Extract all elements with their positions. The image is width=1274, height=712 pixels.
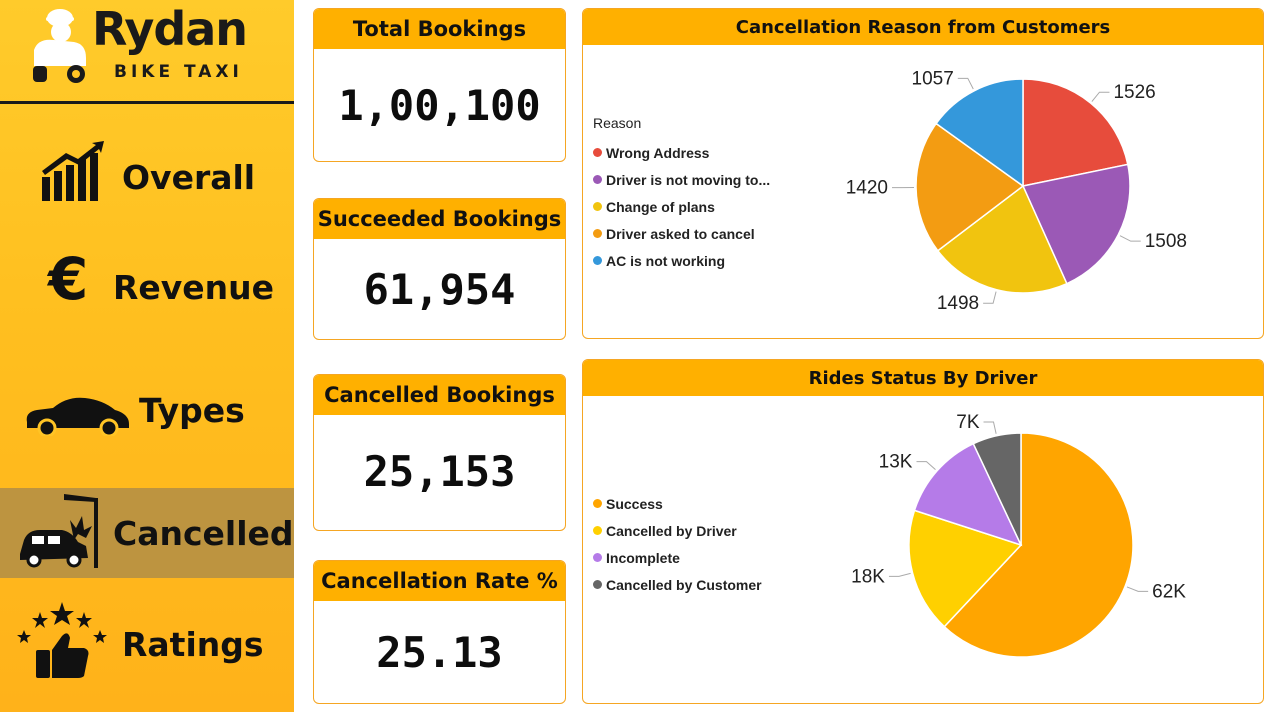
growth-chart-icon: [42, 141, 104, 201]
legend-label: Driver is not moving to...: [606, 171, 771, 188]
legend-item[interactable]: Driver asked to cancel: [593, 220, 770, 247]
chart-legend: Reason Wrong Address Driver is not moving…: [593, 115, 770, 274]
nav-label-cancelled: Cancelled: [113, 514, 294, 553]
legend-label: AC is not working: [606, 252, 725, 269]
pie-slice[interactable]: [1021, 163, 1131, 285]
leader-line: [957, 77, 974, 90]
legend-swatch: [593, 148, 602, 157]
brand-tagline: BIKE TAXI: [114, 62, 243, 82]
nav-item-types[interactable]: Types: [0, 366, 294, 456]
car-crash-icon: [20, 494, 98, 568]
legend-label: Cancelled by Customer: [606, 576, 762, 593]
legend-title: Reason: [593, 115, 642, 131]
kpi-value: 61,954: [363, 264, 516, 314]
data-label: 62K: [1152, 581, 1186, 602]
leader-line: [1119, 235, 1141, 242]
euro-icon: €: [48, 245, 89, 313]
pie-slice[interactable]: [936, 184, 1068, 294]
legend-items: Wrong Address Driver is not moving to... C…: [593, 139, 770, 274]
kpi-title: Cancelled Bookings: [314, 375, 565, 415]
data-label: 1508: [1145, 231, 1187, 252]
data-label: 1420: [846, 178, 888, 199]
chart-title: Rides Status By Driver: [583, 360, 1263, 396]
nav-item-overall[interactable]: Overall: [0, 133, 294, 223]
nav-item-revenue[interactable]: € Revenue: [0, 240, 294, 330]
data-label: 1498: [937, 293, 979, 314]
data-label: 1526: [1113, 82, 1155, 103]
data-label: 1057: [912, 68, 954, 89]
chart-panel-cancellation-reason: Cancellation Reason from Customers Reaso…: [582, 8, 1264, 339]
nav-item-cancelled[interactable]: Cancelled: [0, 488, 294, 578]
legend-swatch: [593, 229, 602, 238]
legend-item[interactable]: AC is not working: [593, 247, 770, 274]
legend-item[interactable]: Driver is not moving to...: [593, 166, 770, 193]
pie-chart: 62K 18K 13K 7K: [851, 412, 1186, 658]
legend-swatch: [593, 580, 602, 589]
nav-label-ratings: Ratings: [122, 625, 264, 664]
brand-name: Rydan: [92, 2, 248, 56]
chart-title: Cancellation Reason from Customers: [583, 9, 1263, 45]
data-label: 13K: [879, 452, 913, 473]
kpi-title: Cancellation Rate %: [314, 561, 565, 601]
legend-item[interactable]: Wrong Address: [593, 139, 770, 166]
thumbs-up-stars-icon: [17, 602, 107, 678]
legend-label: Cancelled by Driver: [606, 522, 737, 539]
legend-label: Wrong Address: [606, 144, 710, 161]
pie-slice[interactable]: [913, 442, 1023, 547]
data-label: 7K: [956, 412, 980, 433]
legend-item[interactable]: Cancelled by Driver: [593, 517, 762, 544]
pie-slice[interactable]: [972, 432, 1022, 546]
legend-items: Success Cancelled by Driver Incomplete Canc…: [593, 490, 762, 598]
legend-swatch: [593, 175, 602, 184]
leader-line: [983, 291, 997, 304]
legend-swatch: [593, 202, 602, 211]
leader-line: [983, 421, 997, 434]
pie-chart: 1526 1508 1498 1420 1057: [846, 68, 1187, 314]
pie-slice[interactable]: [915, 122, 1025, 252]
legend-label: Change of plans: [606, 198, 715, 215]
legend-item[interactable]: Incomplete: [593, 544, 762, 571]
kpi-value: 1,00,100: [338, 80, 541, 130]
nav-label-types: Types: [139, 391, 245, 430]
kpi-card-succeeded-bookings: Succeeded Bookings 61,954: [313, 198, 566, 340]
chart-legend: Success Cancelled by Driver Incomplete Canc…: [593, 490, 762, 598]
legend-swatch: [593, 499, 602, 508]
leader-line: [1091, 91, 1110, 102]
legend-swatch: [593, 553, 602, 562]
nav-label-overall: Overall: [122, 158, 256, 197]
legend-item[interactable]: Success: [593, 490, 762, 517]
pie-slice[interactable]: [908, 509, 1023, 628]
leader-line: [1126, 586, 1149, 592]
car-icon: [26, 397, 129, 436]
legend-swatch: [593, 256, 602, 265]
legend-swatch: [593, 526, 602, 535]
scooter-rider-icon: [33, 9, 86, 83]
sidebar: Rydan BIKE TAXI Overall € Revenue Type: [0, 0, 294, 712]
nav-label-revenue: Revenue: [113, 268, 275, 307]
pie-slice[interactable]: [935, 78, 1024, 188]
nav-item-ratings[interactable]: Ratings: [0, 598, 294, 688]
kpi-title: Succeeded Bookings: [314, 199, 565, 239]
kpi-card-cancelled-bookings: Cancelled Bookings 25,153: [313, 374, 566, 531]
brand-logo: Rydan BIKE TAXI: [0, 0, 294, 104]
data-label: 18K: [851, 566, 885, 587]
logo-divider: [0, 101, 294, 104]
kpi-value: 25.13: [376, 627, 503, 677]
kpi-card-total-bookings: Total Bookings 1,00,100: [313, 8, 566, 162]
chart-panel-rides-status: Rides Status By Driver Success Cancelled …: [582, 359, 1264, 704]
legend-item[interactable]: Change of plans: [593, 193, 770, 220]
kpi-value: 25,153: [363, 446, 516, 496]
legend-item[interactable]: Cancelled by Customer: [593, 571, 762, 598]
leader-line: [888, 572, 911, 577]
leader-line: [916, 461, 936, 470]
legend-label: Incomplete: [606, 549, 680, 566]
legend-label: Driver asked to cancel: [606, 225, 755, 242]
legend-label: Success: [606, 495, 663, 512]
kpi-card-cancellation-rate: Cancellation Rate % 25.13: [313, 560, 566, 704]
pie-slice[interactable]: [1022, 78, 1129, 187]
pie-slice[interactable]: [943, 432, 1134, 658]
kpi-title: Total Bookings: [314, 9, 565, 49]
